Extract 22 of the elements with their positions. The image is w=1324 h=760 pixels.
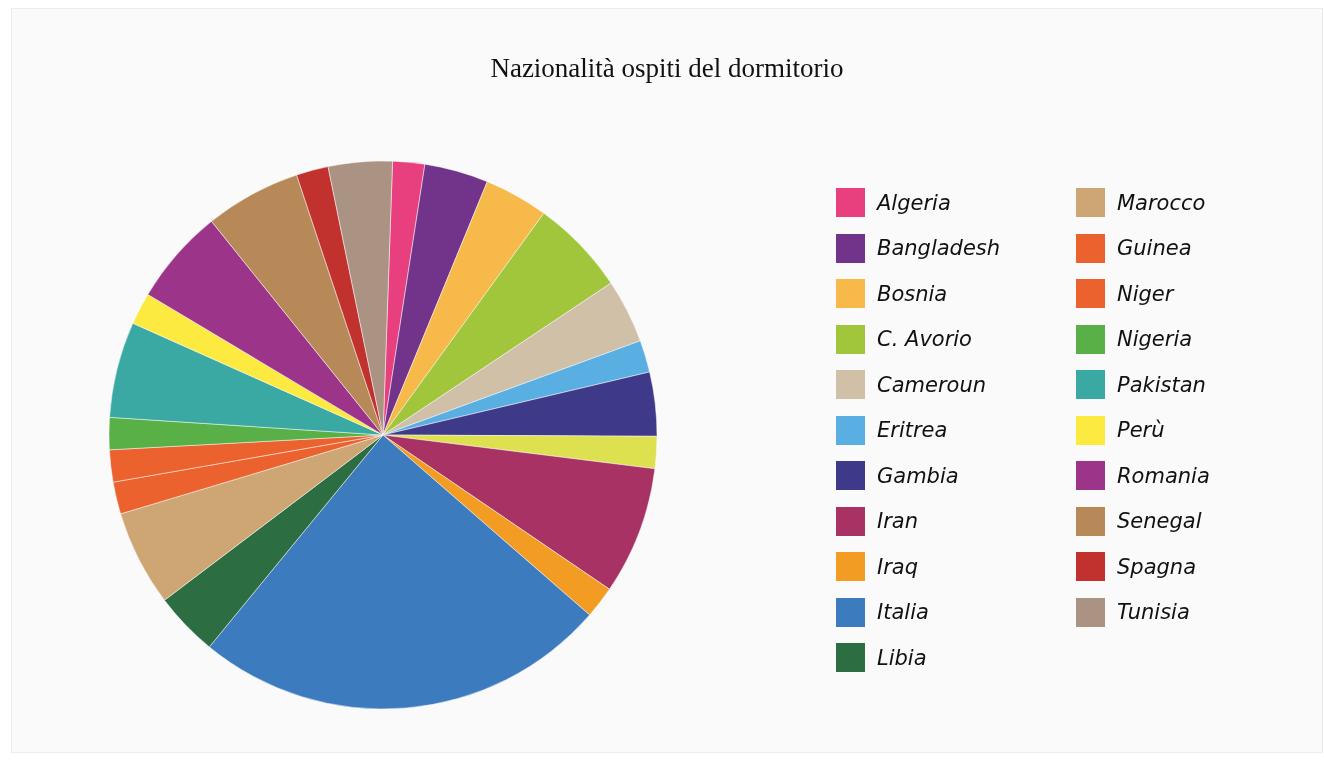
- legend-label: Iran: [877, 509, 919, 533]
- legend-label: Libia: [877, 645, 927, 670]
- legend-label: Marocco: [1117, 190, 1206, 215]
- legend-label: Cameroun: [877, 372, 987, 397]
- legend-label: Niger: [1117, 281, 1174, 306]
- legend-label: Gambia: [877, 463, 959, 488]
- legend-label: Senegal: [1117, 509, 1202, 533]
- legend-label: Pakistan: [1117, 372, 1206, 397]
- legend-label: Perù: [1117, 418, 1165, 442]
- legend-label: Romania: [1117, 463, 1210, 488]
- legend-label: Italia: [877, 600, 929, 624]
- legend-label: Bosnia: [877, 281, 948, 306]
- legend-label: Guinea: [1117, 236, 1192, 260]
- legend-label: Spagna: [1117, 554, 1197, 579]
- legend-label: Algeria: [877, 190, 951, 215]
- legend-label: Iraq: [877, 554, 919, 579]
- legend-label: Eritrea: [877, 418, 948, 442]
- chart-title: Nazionalità ospiti del dormitorio: [489, 53, 845, 84]
- legend-label: Bangladesh: [877, 236, 1001, 260]
- legend-label: C. Avorio: [877, 327, 972, 351]
- legend-label: Tunisia: [1117, 600, 1190, 624]
- legend-label: Nigeria: [1117, 327, 1193, 351]
